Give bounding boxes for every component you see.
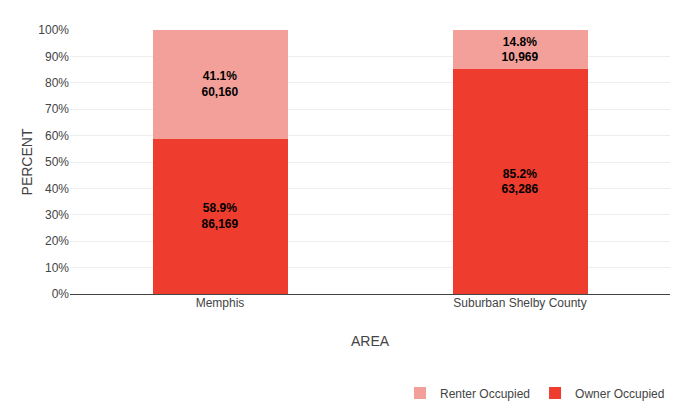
svg-text:85.2%63,286: 85.2%63,286 xyxy=(501,167,538,197)
svg-text:50%: 50% xyxy=(45,155,69,169)
svg-text:Memphis: Memphis xyxy=(196,296,245,310)
svg-text:14.8%10,969: 14.8%10,969 xyxy=(501,35,538,65)
svg-text:Owner Occupied: Owner Occupied xyxy=(575,387,664,401)
svg-text:58.9%86,169: 58.9%86,169 xyxy=(201,201,238,231)
svg-text:Renter Occupied: Renter Occupied xyxy=(440,387,530,401)
svg-text:41.1%60,160: 41.1%60,160 xyxy=(201,69,238,99)
svg-text:70%: 70% xyxy=(45,102,69,116)
svg-text:40%: 40% xyxy=(45,182,69,196)
svg-text:AREA: AREA xyxy=(351,333,390,349)
svg-text:30%: 30% xyxy=(45,208,69,222)
svg-text:100%: 100% xyxy=(38,23,69,37)
svg-text:10%: 10% xyxy=(45,261,69,275)
svg-text:Suburban Shelby County: Suburban Shelby County xyxy=(453,296,586,310)
svg-text:20%: 20% xyxy=(45,234,69,248)
svg-text:PERCENT: PERCENT xyxy=(19,128,35,195)
svg-text:0%: 0% xyxy=(52,287,70,301)
svg-text:60%: 60% xyxy=(45,129,69,143)
svg-text:90%: 90% xyxy=(45,50,69,64)
svg-text:80%: 80% xyxy=(45,76,69,90)
